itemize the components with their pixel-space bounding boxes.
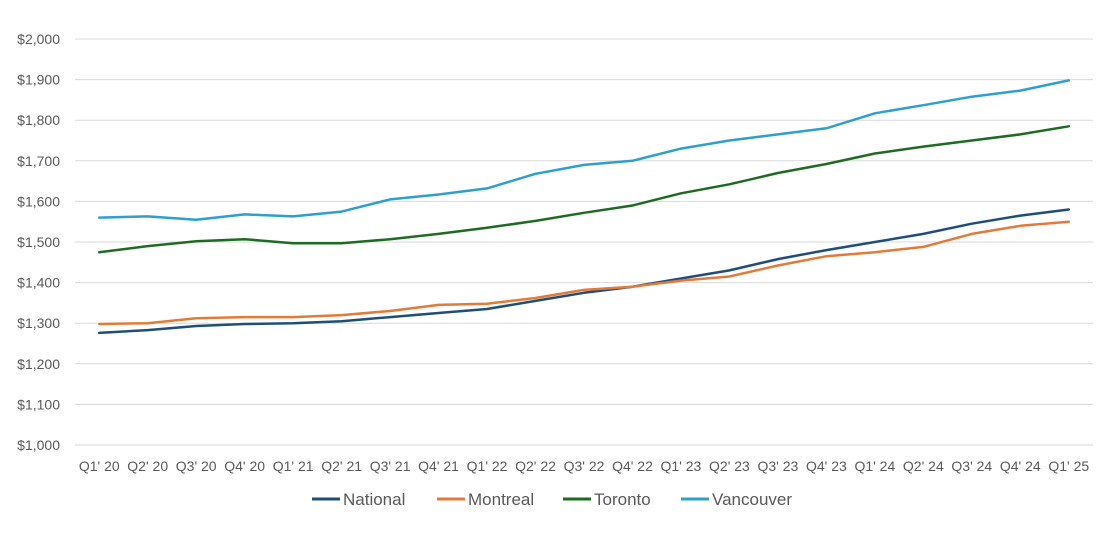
y-tick-label: $1,100	[17, 396, 60, 412]
y-tick-label: $1,300	[17, 315, 60, 331]
x-tick-label: Q3' 24	[951, 458, 992, 474]
y-tick-label: $1,200	[17, 356, 60, 372]
y-tick-label: $1,500	[17, 234, 60, 250]
series-line-montreal	[97, 220, 1071, 326]
legend-label-montreal: Montreal	[468, 490, 534, 509]
series-line-toronto	[97, 125, 1071, 254]
x-tick-label: Q4' 21	[418, 458, 459, 474]
series-line-national	[97, 208, 1071, 335]
x-tick-label: Q4' 23	[806, 458, 847, 474]
series-lines	[97, 79, 1071, 335]
x-tick-label: Q2' 20	[127, 458, 168, 474]
y-tick-label: $1,600	[17, 193, 60, 209]
y-tick-label: $1,700	[17, 153, 60, 169]
y-tick-label: $1,400	[17, 275, 60, 291]
x-tick-label: Q1' 22	[467, 458, 508, 474]
x-tick-label: Q1' 25	[1048, 458, 1089, 474]
legend-label-national: National	[343, 490, 405, 509]
x-tick-label: Q3' 20	[176, 458, 217, 474]
y-tick-label: $1,900	[17, 72, 60, 88]
x-tick-label: Q2' 22	[515, 458, 556, 474]
x-tick-label: Q1' 24	[854, 458, 895, 474]
x-tick-label: Q3' 23	[757, 458, 798, 474]
legend-label-vancouver: Vancouver	[712, 490, 792, 509]
x-tick-label: Q1' 20	[79, 458, 120, 474]
x-tick-label: Q2' 21	[321, 458, 362, 474]
gridlines	[75, 38, 1093, 446]
x-tick-label: Q4' 22	[612, 458, 653, 474]
x-axis-ticks: Q1' 20 Q2' 20 Q3' 20 Q4' 20 Q1' 21 Q2' 21 Q3' …	[79, 458, 1090, 474]
y-tick-label: $1,000	[17, 437, 60, 453]
legend: National Montreal Toronto Vancouver	[312, 490, 792, 509]
y-axis-ticks: $1,000 $1,100 $1,200 $1,300 $1,400 $1,500 $1,6…	[17, 31, 60, 453]
x-tick-label: Q3' 22	[564, 458, 605, 474]
x-tick-label: Q2' 24	[903, 458, 944, 474]
x-tick-label: Q1' 23	[661, 458, 702, 474]
y-tick-label: $2,000	[17, 31, 60, 47]
x-tick-label: Q4' 20	[224, 458, 265, 474]
x-tick-label: Q2' 23	[709, 458, 750, 474]
x-tick-label: Q4' 24	[1000, 458, 1041, 474]
x-tick-label: Q1' 21	[273, 458, 314, 474]
legend-label-toronto: Toronto	[594, 490, 651, 509]
y-tick-label: $1,800	[17, 112, 60, 128]
x-tick-label: Q3' 21	[370, 458, 411, 474]
series-line-vancouver	[97, 79, 1071, 221]
